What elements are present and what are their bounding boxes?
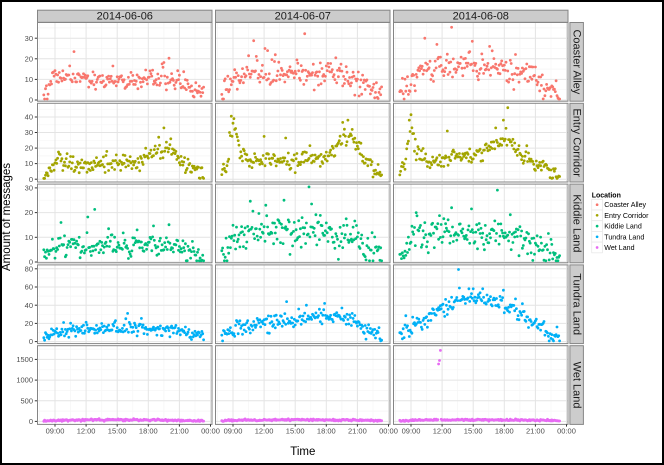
svg-text:0: 0: [29, 96, 33, 105]
svg-text:15:00: 15:00: [108, 427, 127, 436]
svg-text:0: 0: [29, 175, 33, 184]
svg-text:Entry Corridor: Entry Corridor: [604, 212, 649, 220]
svg-text:500: 500: [20, 396, 33, 405]
svg-text:00:00: 00:00: [557, 427, 576, 436]
svg-text:Amount of messages: Amount of messages: [1, 163, 13, 271]
svg-text:10: 10: [25, 233, 33, 242]
svg-text:21:00: 21:00: [170, 427, 189, 436]
svg-text:0: 0: [29, 337, 33, 346]
svg-text:2014-06-08: 2014-06-08: [453, 11, 509, 23]
svg-text:20: 20: [25, 54, 33, 63]
svg-text:2014-06-07: 2014-06-07: [275, 11, 331, 23]
svg-text:Time: Time: [290, 446, 315, 458]
svg-text:40: 40: [25, 301, 33, 310]
svg-text:12:00: 12:00: [255, 427, 274, 436]
svg-text:21:00: 21:00: [348, 427, 367, 436]
svg-text:1000: 1000: [16, 376, 33, 385]
svg-text:00:00: 00:00: [201, 427, 220, 436]
svg-text:18:00: 18:00: [317, 427, 336, 436]
svg-text:09:00: 09:00: [46, 427, 65, 436]
svg-text:80: 80: [25, 264, 33, 273]
svg-text:30: 30: [25, 184, 33, 193]
svg-text:Location: Location: [592, 192, 621, 199]
svg-text:Coaster Alley: Coaster Alley: [604, 201, 646, 209]
svg-text:Kiddie Land: Kiddie Land: [604, 223, 642, 231]
svg-text:09:00: 09:00: [224, 427, 243, 436]
svg-text:12:00: 12:00: [77, 427, 96, 436]
svg-text:1500: 1500: [16, 355, 33, 364]
svg-text:15:00: 15:00: [286, 427, 305, 436]
svg-text:15:00: 15:00: [464, 427, 483, 436]
svg-text:18:00: 18:00: [495, 427, 514, 436]
svg-text:2014-06-06: 2014-06-06: [97, 11, 153, 23]
svg-text:10: 10: [25, 159, 33, 168]
svg-text:60: 60: [25, 283, 33, 292]
svg-text:30: 30: [25, 34, 33, 43]
svg-text:18:00: 18:00: [139, 427, 158, 436]
svg-text:30: 30: [25, 128, 33, 137]
svg-text:Tundra Land: Tundra Land: [604, 233, 644, 241]
svg-text:Kiddie Land: Kiddie Land: [571, 194, 583, 252]
svg-text:Wet Land: Wet Land: [604, 244, 634, 252]
svg-text:20: 20: [25, 144, 33, 153]
svg-text:0: 0: [29, 417, 33, 426]
svg-text:10: 10: [25, 75, 33, 84]
svg-text:Entry Corridor: Entry Corridor: [571, 108, 583, 177]
svg-text:00:00: 00:00: [379, 427, 398, 436]
svg-text:40: 40: [25, 113, 33, 122]
svg-text:20: 20: [25, 319, 33, 328]
svg-text:20: 20: [25, 208, 33, 217]
svg-text:Coaster Alley: Coaster Alley: [571, 29, 583, 94]
svg-text:12:00: 12:00: [433, 427, 452, 436]
svg-text:09:00: 09:00: [402, 427, 421, 436]
svg-text:Tundra Land: Tundra Land: [571, 273, 583, 335]
svg-text:0: 0: [29, 258, 33, 267]
svg-text:21:00: 21:00: [526, 427, 545, 436]
svg-text:Wet Land: Wet Land: [571, 362, 583, 409]
